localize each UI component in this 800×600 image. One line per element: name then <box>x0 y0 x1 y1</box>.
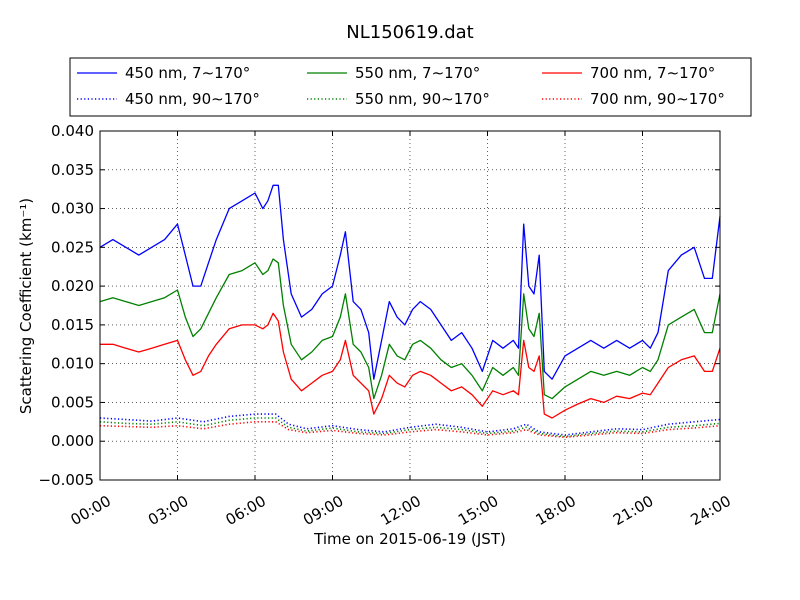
plot-area <box>99 130 721 481</box>
y-tick-label: −0.005 <box>38 471 94 489</box>
legend: 450 nm, 7∼170° 450 nm, 90∼170° 550 nm, 7∼1… <box>69 57 752 117</box>
x-tick-label: 18:00 <box>533 492 579 529</box>
series-layer <box>99 184 721 439</box>
plot-border <box>99 130 721 481</box>
x-tick-label: 09:00 <box>300 492 346 529</box>
y-tick-label: 0.025 <box>51 238 94 256</box>
legend-label-5: 700 nm, 90∼170° <box>590 90 725 108</box>
chart-title: NL150619.dat <box>346 22 473 43</box>
x-axis-ticks: 00:00 03:00 06:00 09:00 12:00 15:00 18:00 21:00… <box>68 492 734 529</box>
x-axis-label: Time on 2015-06-19 (JST) <box>313 530 506 548</box>
y-axis-ticks: −0.005 0.000 0.005 0.010 0.015 0.020 0.025 0.03… <box>38 122 94 489</box>
y-tick-label: 0.015 <box>51 316 94 334</box>
y-tick-label: 0.020 <box>51 277 94 295</box>
series-line-1 <box>99 413 721 436</box>
series-line-5 <box>99 420 721 439</box>
x-tick-label: 00:00 <box>68 492 114 529</box>
series-line-4 <box>100 312 721 419</box>
x-tick-label: 06:00 <box>223 492 269 529</box>
legend-label-3: 550 nm, 90∼170° <box>355 90 490 108</box>
x-tick-label: 21:00 <box>610 492 656 529</box>
series-line-3 <box>99 417 721 438</box>
plot-frame <box>100 131 720 480</box>
legend-label-4: 700 nm, 7∼170° <box>590 64 715 82</box>
y-axis-label: Scattering Coefficient (km⁻¹) <box>17 198 35 414</box>
y-tick-label: 0.040 <box>51 122 94 140</box>
x-tick-label: 03:00 <box>145 492 191 529</box>
x-tick-label: 24:00 <box>688 492 734 529</box>
y-tick-label: 0.030 <box>51 200 94 218</box>
series-line-2 <box>99 258 721 400</box>
series-line-0 <box>99 184 721 380</box>
x-tick-label: 12:00 <box>378 492 424 529</box>
legend-label-0: 450 nm, 7∼170° <box>125 64 250 82</box>
legend-label-1: 450 nm, 90∼170° <box>125 90 260 108</box>
y-tick-label: 0.005 <box>51 393 94 411</box>
x-tick-label: 15:00 <box>455 492 501 529</box>
grid-lines <box>100 131 720 480</box>
legend-label-2: 550 nm, 7∼170° <box>355 64 480 82</box>
legend-box <box>69 57 752 117</box>
y-tick-label: 0.000 <box>51 432 94 450</box>
y-tick-label: 0.010 <box>51 355 94 373</box>
y-tick-label: 0.035 <box>51 161 94 179</box>
